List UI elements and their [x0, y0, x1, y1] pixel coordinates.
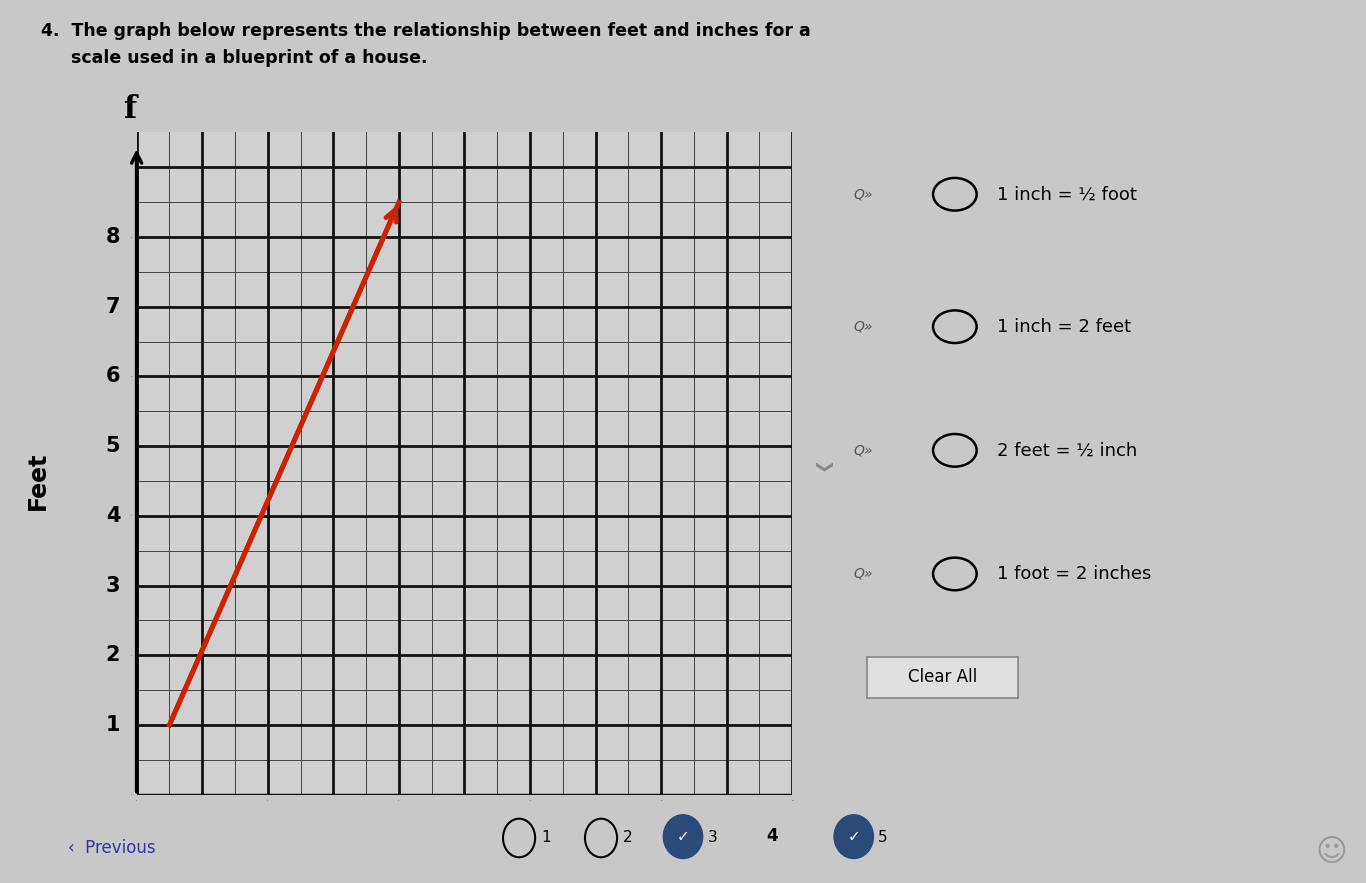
Text: 7: 7	[105, 297, 120, 317]
Text: 1 inch = ½ foot: 1 inch = ½ foot	[997, 185, 1137, 203]
Text: 8: 8	[105, 227, 120, 247]
Text: Q»: Q»	[854, 187, 873, 201]
Text: 1: 1	[105, 715, 120, 735]
Text: ‹  Previous: ‹ Previous	[68, 839, 156, 857]
Text: 4.  The graph below represents the relationship between feet and inches for a: 4. The graph below represents the relati…	[41, 22, 811, 40]
Text: f: f	[123, 94, 137, 125]
Text: 4: 4	[766, 827, 777, 845]
Circle shape	[664, 815, 702, 858]
Text: ❯: ❯	[811, 461, 831, 475]
Text: 4: 4	[105, 506, 120, 526]
Text: 1: 1	[541, 830, 550, 844]
Text: Q»: Q»	[854, 443, 873, 457]
Text: 5: 5	[105, 436, 120, 457]
Text: 1 foot = 2 inches: 1 foot = 2 inches	[997, 565, 1152, 583]
Text: 6: 6	[105, 366, 120, 387]
Text: Feet: Feet	[26, 452, 51, 510]
Text: 1 inch = 2 feet: 1 inch = 2 feet	[997, 318, 1131, 336]
Text: 3: 3	[708, 830, 717, 844]
Text: 2: 2	[623, 830, 632, 844]
Text: 3: 3	[105, 576, 120, 595]
Text: ✓: ✓	[676, 829, 690, 844]
Text: ✓: ✓	[847, 829, 861, 844]
Text: 2 feet = ½ inch: 2 feet = ½ inch	[997, 442, 1138, 459]
Text: ☺: ☺	[1315, 838, 1348, 866]
Text: scale used in a blueprint of a house.: scale used in a blueprint of a house.	[41, 49, 428, 66]
Text: 5: 5	[878, 830, 888, 844]
Text: 2: 2	[105, 645, 120, 665]
Circle shape	[835, 815, 873, 858]
Text: Clear All: Clear All	[908, 668, 977, 686]
Text: Q»: Q»	[854, 320, 873, 334]
Text: Q»: Q»	[854, 567, 873, 581]
